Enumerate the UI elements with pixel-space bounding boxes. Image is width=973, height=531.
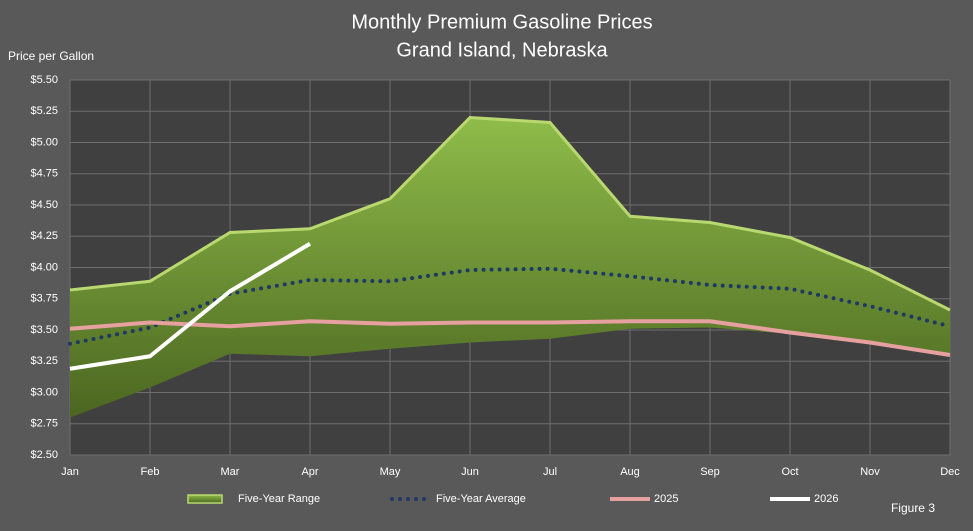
- legend-label: Five-Year Average: [436, 493, 526, 505]
- range-upper-edge: [69, 115, 951, 312]
- legend-label: Five-Year Range: [238, 493, 320, 505]
- series-line: [69, 319, 951, 357]
- y-tick-label: $4.75: [30, 168, 58, 180]
- y-tick-label: $3.25: [30, 355, 58, 367]
- range-band: [70, 117, 950, 418]
- y-tick-label: $5.50: [30, 74, 58, 86]
- y-axis-label: Price per Gallon: [8, 49, 94, 63]
- x-tick-label: Oct: [781, 466, 798, 478]
- x-tick-label: Aug: [620, 466, 640, 478]
- x-tick-label: Apr: [301, 466, 318, 478]
- x-tick-label: Mar: [221, 466, 240, 478]
- chart-subtitle: Grand Island, Nebraska: [396, 39, 608, 61]
- average-line: [68, 266, 952, 346]
- x-tick-label: Jul: [543, 466, 557, 478]
- y-tick-label: $3.75: [30, 293, 58, 305]
- chart-title: Monthly Premium Gasoline Prices: [351, 11, 652, 33]
- series-line: [69, 242, 312, 371]
- x-tick-label: Feb: [141, 466, 160, 478]
- legend-label: 2025: [654, 493, 678, 505]
- y-tick-label: $2.50: [30, 449, 58, 461]
- y-tick-label: $4.25: [30, 230, 58, 242]
- y-tick-label: $3.00: [30, 386, 58, 398]
- y-tick-label: $2.75: [30, 418, 58, 430]
- y-tick-label: $4.00: [30, 261, 58, 273]
- x-tick-label: Jun: [461, 466, 479, 478]
- x-tick-label: Sep: [700, 466, 720, 478]
- y-tick-label: $5.25: [30, 105, 58, 117]
- x-tick-label: Nov: [860, 466, 880, 478]
- legend-label: 2026: [814, 493, 838, 505]
- x-tick-label: Jan: [61, 466, 79, 478]
- y-tick-label: $3.50: [30, 324, 58, 336]
- annotation: Figure 3: [891, 501, 935, 515]
- y-tick-label: $5.00: [30, 136, 58, 148]
- legend-swatch: [187, 494, 223, 504]
- x-tick-label: Dec: [940, 466, 960, 478]
- x-tick-label: May: [380, 466, 401, 478]
- y-tick-label: $4.50: [30, 199, 58, 211]
